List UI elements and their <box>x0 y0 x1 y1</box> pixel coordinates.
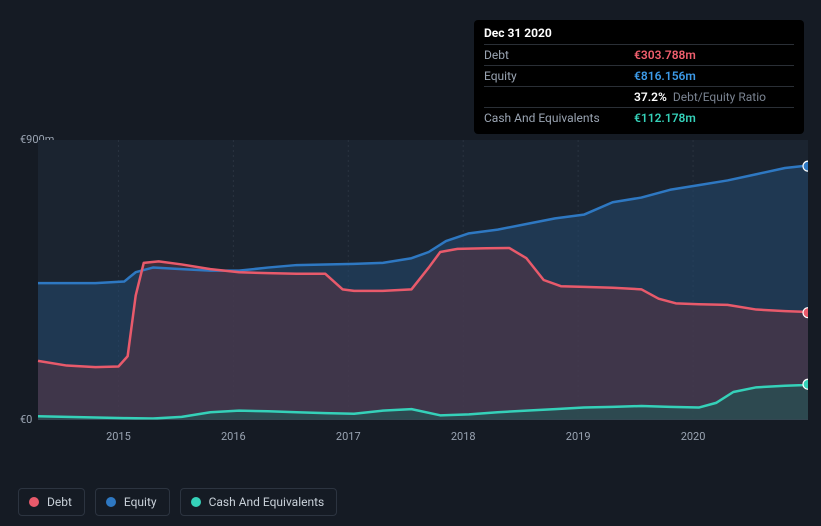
legend-label: Equity <box>124 495 157 509</box>
chart-tooltip: Dec 31 2020 Debt€303.788mEquity€816.156m… <box>474 20 804 134</box>
x-axis-tick-label: 2018 <box>451 430 476 443</box>
tooltip-row-value: 37.2% <box>634 90 667 104</box>
legend-item-debt[interactable]: Debt <box>18 488 85 516</box>
tooltip-row-label: Equity <box>484 69 634 83</box>
tooltip-row: Equity€816.156m <box>484 65 794 86</box>
legend-label: Cash And Equivalents <box>209 495 325 509</box>
x-axis-tick-label: 2019 <box>566 430 591 443</box>
x-axis-tick-label: 2016 <box>221 430 246 443</box>
tooltip-date: Dec 31 2020 <box>484 26 794 44</box>
legend-dot-icon <box>29 497 39 507</box>
tooltip-row-sublabel: Debt/Equity Ratio <box>673 90 766 104</box>
x-axis-tick-label: 2015 <box>106 430 131 443</box>
tooltip-row-value: €816.156m <box>634 69 696 83</box>
tooltip-row-label <box>484 90 634 104</box>
tooltip-row: 37.2% Debt/Equity Ratio <box>484 86 794 107</box>
legend-dot-icon <box>106 497 116 507</box>
legend-label: Debt <box>47 495 72 509</box>
tooltip-row: Debt€303.788m <box>484 44 794 65</box>
legend-item-equity[interactable]: Equity <box>95 488 170 516</box>
x-axis-tick-label: 2017 <box>336 430 361 443</box>
debt-equity-chart[interactable] <box>18 120 808 420</box>
tooltip-row-label: Debt <box>484 48 634 62</box>
x-axis-tick-label: 2020 <box>681 430 706 443</box>
chart-legend: Debt Equity Cash And Equivalents <box>18 488 337 516</box>
legend-dot-icon <box>191 497 201 507</box>
legend-item-cash[interactable]: Cash And Equivalents <box>180 488 338 516</box>
tooltip-row-value: €303.788m <box>634 48 696 62</box>
